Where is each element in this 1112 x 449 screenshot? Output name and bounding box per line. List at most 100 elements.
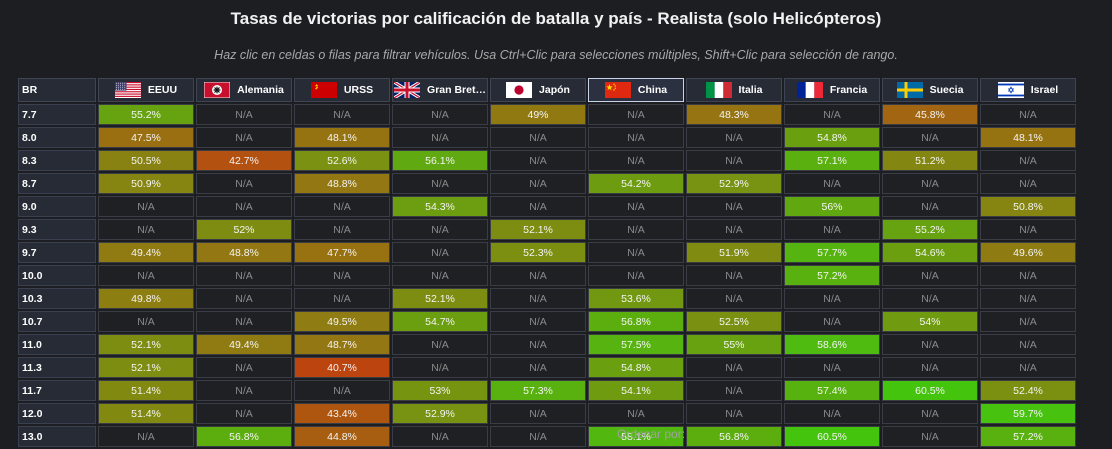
heatmap-cell-na[interactable]: N/A <box>784 104 880 125</box>
heatmap-cell[interactable]: 56.8% <box>196 426 292 447</box>
heatmap-cell[interactable]: 54% <box>882 311 978 332</box>
heatmap-cell-na[interactable]: N/A <box>980 357 1076 378</box>
heatmap-cell-na[interactable]: N/A <box>980 311 1076 332</box>
heatmap-cell-na[interactable]: N/A <box>882 334 978 355</box>
heatmap-cell-na[interactable]: N/A <box>882 403 978 424</box>
heatmap-cell[interactable]: 45.8% <box>882 104 978 125</box>
heatmap-cell-na[interactable]: N/A <box>980 288 1076 309</box>
heatmap-cell-na[interactable]: N/A <box>392 334 488 355</box>
country-header-4[interactable]: Gran Bret… <box>392 78 488 102</box>
heatmap-cell-na[interactable]: N/A <box>196 288 292 309</box>
heatmap-cell[interactable]: 54.8% <box>784 127 880 148</box>
heatmap-cell-na[interactable]: N/A <box>490 150 586 171</box>
heatmap-cell[interactable]: 53.6% <box>588 288 684 309</box>
br-row-label[interactable]: 9.3 <box>18 219 96 240</box>
heatmap-cell[interactable]: 52.3% <box>490 242 586 263</box>
heatmap-cell[interactable]: 52.9% <box>392 403 488 424</box>
br-row-label[interactable]: 8.3 <box>18 150 96 171</box>
heatmap-cell[interactable]: 47.5% <box>98 127 194 148</box>
heatmap-cell[interactable]: 50.9% <box>98 173 194 194</box>
heatmap-cell-na[interactable]: N/A <box>686 288 782 309</box>
heatmap-cell-na[interactable]: N/A <box>686 127 782 148</box>
heatmap-cell-na[interactable]: N/A <box>392 265 488 286</box>
heatmap-cell-na[interactable]: N/A <box>98 426 194 447</box>
heatmap-cell[interactable]: 50.5% <box>98 150 194 171</box>
heatmap-cell[interactable]: 52.5% <box>686 311 782 332</box>
heatmap-cell-na[interactable]: N/A <box>686 219 782 240</box>
heatmap-cell-na[interactable]: N/A <box>196 127 292 148</box>
heatmap-cell[interactable]: 57.2% <box>784 265 880 286</box>
heatmap-cell-na[interactable]: N/A <box>588 219 684 240</box>
heatmap-cell-na[interactable]: N/A <box>490 311 586 332</box>
heatmap-cell[interactable]: 55.2% <box>882 219 978 240</box>
heatmap-cell-na[interactable]: N/A <box>980 104 1076 125</box>
heatmap-cell[interactable]: 48.8% <box>196 242 292 263</box>
heatmap-cell[interactable]: 56.1% <box>392 150 488 171</box>
heatmap-cell-na[interactable]: N/A <box>588 242 684 263</box>
br-column-header[interactable]: BR <box>18 78 96 102</box>
heatmap-cell-na[interactable]: N/A <box>686 265 782 286</box>
heatmap-cell[interactable]: 55% <box>686 334 782 355</box>
heatmap-cell[interactable]: 48.7% <box>294 334 390 355</box>
br-row-label[interactable]: 9.7 <box>18 242 96 263</box>
heatmap-cell-na[interactable]: N/A <box>882 357 978 378</box>
br-row[interactable]: 8.7 50.9% N/A 48.8% N/A N/A 54.2% 52.9% N/A N/A N/… <box>18 173 1076 194</box>
heatmap-cell-na[interactable]: N/A <box>294 196 390 217</box>
heatmap-cell-na[interactable]: N/A <box>294 104 390 125</box>
br-row-label[interactable]: 10.0 <box>18 265 96 286</box>
heatmap-cell-na[interactable]: N/A <box>392 426 488 447</box>
heatmap-cell[interactable]: 57.7% <box>784 242 880 263</box>
heatmap-cell-na[interactable]: N/A <box>784 288 880 309</box>
br-row[interactable]: 10.3 49.8% N/A N/A 52.1% N/A 53.6% N/A N/A N/A N/A <box>18 288 1076 309</box>
heatmap-cell[interactable]: 56.8% <box>686 426 782 447</box>
heatmap-cell[interactable]: 54.6% <box>882 242 978 263</box>
heatmap-cell-na[interactable]: N/A <box>784 311 880 332</box>
heatmap-cell[interactable]: 52.4% <box>980 380 1076 401</box>
heatmap-cell[interactable]: 57.1% <box>784 150 880 171</box>
heatmap-cell-na[interactable]: N/A <box>196 265 292 286</box>
country-header-1[interactable]: EEUU <box>98 78 194 102</box>
heatmap-cell[interactable]: 54.1% <box>588 380 684 401</box>
heatmap-cell-na[interactable]: N/A <box>196 104 292 125</box>
heatmap-cell[interactable]: 56.8% <box>588 311 684 332</box>
country-header-7[interactable]: Italia <box>686 78 782 102</box>
heatmap-cell-na[interactable]: N/A <box>588 104 684 125</box>
heatmap-cell[interactable]: 54.8% <box>588 357 684 378</box>
heatmap-cell-na[interactable]: N/A <box>196 357 292 378</box>
br-row[interactable]: 10.0 N/A N/A N/A N/A N/A N/A N/A 57.2% N/A N/A <box>18 265 1076 286</box>
heatmap-cell[interactable]: 49.8% <box>98 288 194 309</box>
heatmap-cell[interactable]: 40.7% <box>294 357 390 378</box>
heatmap-cell-na[interactable]: N/A <box>98 265 194 286</box>
br-row[interactable]: 13.0 N/A 56.8% 44.8% N/A N/A 58.1% 56.8% 60.5% N/… <box>18 426 1076 447</box>
heatmap-cell-na[interactable]: N/A <box>882 196 978 217</box>
heatmap-cell[interactable]: 52.1% <box>98 357 194 378</box>
heatmap-cell[interactable]: 48.3% <box>686 104 782 125</box>
heatmap-cell[interactable]: 52.9% <box>686 173 782 194</box>
heatmap-cell-na[interactable]: N/A <box>588 150 684 171</box>
br-row-label[interactable]: 10.3 <box>18 288 96 309</box>
country-header-9[interactable]: Suecia <box>882 78 978 102</box>
heatmap-cell-na[interactable]: N/A <box>980 219 1076 240</box>
br-row-label[interactable]: 9.0 <box>18 196 96 217</box>
heatmap-cell[interactable]: 50.8% <box>980 196 1076 217</box>
country-header-3[interactable]: URSS <box>294 78 390 102</box>
heatmap-cell[interactable]: 57.3% <box>490 380 586 401</box>
br-row[interactable]: 9.0 N/A N/A N/A 54.3% N/A N/A N/A 56% N/A 50.8% <box>18 196 1076 217</box>
heatmap-cell-na[interactable]: N/A <box>882 288 978 309</box>
br-row-label[interactable]: 11.3 <box>18 357 96 378</box>
country-header-8[interactable]: Francia <box>784 78 880 102</box>
br-row[interactable]: 9.7 49.4% 48.8% 47.7% N/A 52.3% N/A 51.9% 57.7% 5… <box>18 242 1076 263</box>
heatmap-cell-na[interactable]: N/A <box>980 265 1076 286</box>
heatmap-cell[interactable]: 55.2% <box>98 104 194 125</box>
heatmap-cell[interactable]: 51.9% <box>686 242 782 263</box>
heatmap-cell-na[interactable]: N/A <box>392 104 488 125</box>
heatmap-cell-na[interactable]: N/A <box>392 357 488 378</box>
br-row-label[interactable]: 13.0 <box>18 426 96 447</box>
br-row-label[interactable]: 7.7 <box>18 104 96 125</box>
heatmap-cell[interactable]: 56% <box>784 196 880 217</box>
heatmap-cell-na[interactable]: N/A <box>490 196 586 217</box>
heatmap-cell-na[interactable]: N/A <box>784 219 880 240</box>
heatmap-cell[interactable]: 60.5% <box>882 380 978 401</box>
heatmap-cell[interactable]: 57.4% <box>784 380 880 401</box>
heatmap-cell-na[interactable]: N/A <box>882 265 978 286</box>
